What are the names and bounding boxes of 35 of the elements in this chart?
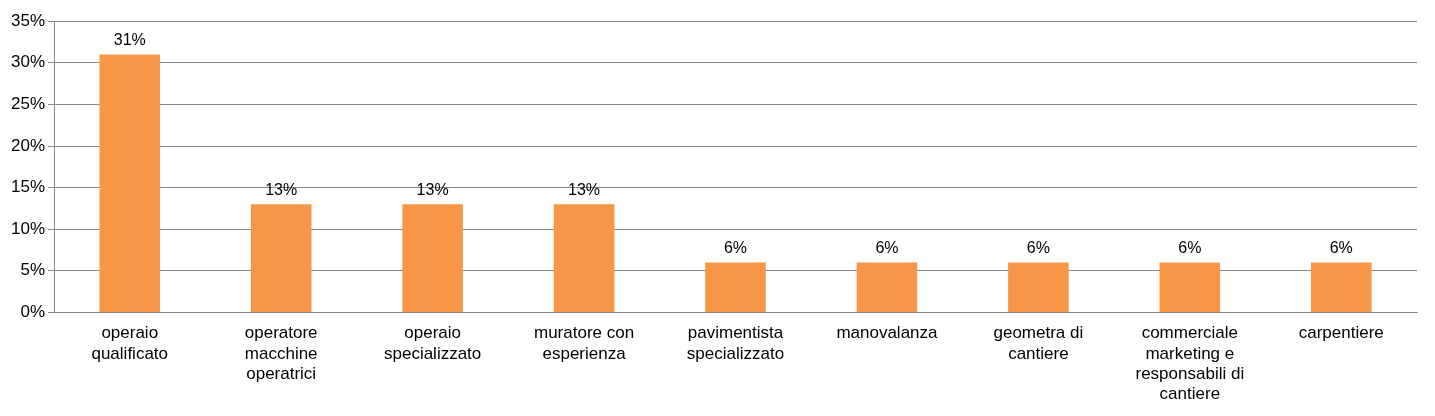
- x-tick-label: geometra di cantiere: [993, 323, 1084, 363]
- y-tick-label: 0%: [20, 302, 46, 322]
- data-label: 6%: [1178, 238, 1202, 256]
- bar: [856, 262, 918, 312]
- data-label: 31%: [113, 30, 146, 48]
- data-label: 6%: [875, 238, 899, 256]
- x-tick-label: carpentiere: [1298, 323, 1384, 343]
- bar: [402, 204, 463, 312]
- data-label: 6%: [1026, 238, 1050, 256]
- x-tick-label: commerciale marketing e responsabili di cantiere: [1135, 323, 1245, 404]
- bar: [705, 262, 766, 312]
- y-tick-label: 20%: [10, 135, 46, 155]
- y-tick-label: 25%: [10, 94, 46, 114]
- bar: [99, 54, 161, 312]
- y-tick-label: 5%: [20, 260, 46, 280]
- x-tick-label: operatore macchine operatrici: [244, 323, 318, 384]
- y-tick-label: 30%: [10, 52, 46, 72]
- x-tick-label: operaio qualificato: [91, 323, 169, 363]
- data-label: 13%: [416, 180, 449, 198]
- x-tick-label: muratore con esperienza: [533, 323, 635, 363]
- data-label: 6%: [1329, 238, 1353, 256]
- bar: [1008, 262, 1069, 312]
- bar: [553, 204, 615, 312]
- data-label: 13%: [265, 180, 298, 198]
- data-label: 13%: [568, 180, 601, 198]
- x-tick-label: manovalanza: [836, 323, 939, 343]
- data-label: 6%: [723, 238, 748, 256]
- y-tick-label: 15%: [10, 177, 46, 197]
- bar: [250, 204, 312, 312]
- x-tick-label: pavimentista specializzato: [686, 323, 785, 363]
- x-tick-label: operaio specializzato: [383, 323, 482, 363]
- bar: [1159, 262, 1221, 312]
- y-tick-label: 35%: [10, 10, 46, 30]
- y-tick-label: 10%: [10, 218, 46, 238]
- bar: [1310, 262, 1372, 312]
